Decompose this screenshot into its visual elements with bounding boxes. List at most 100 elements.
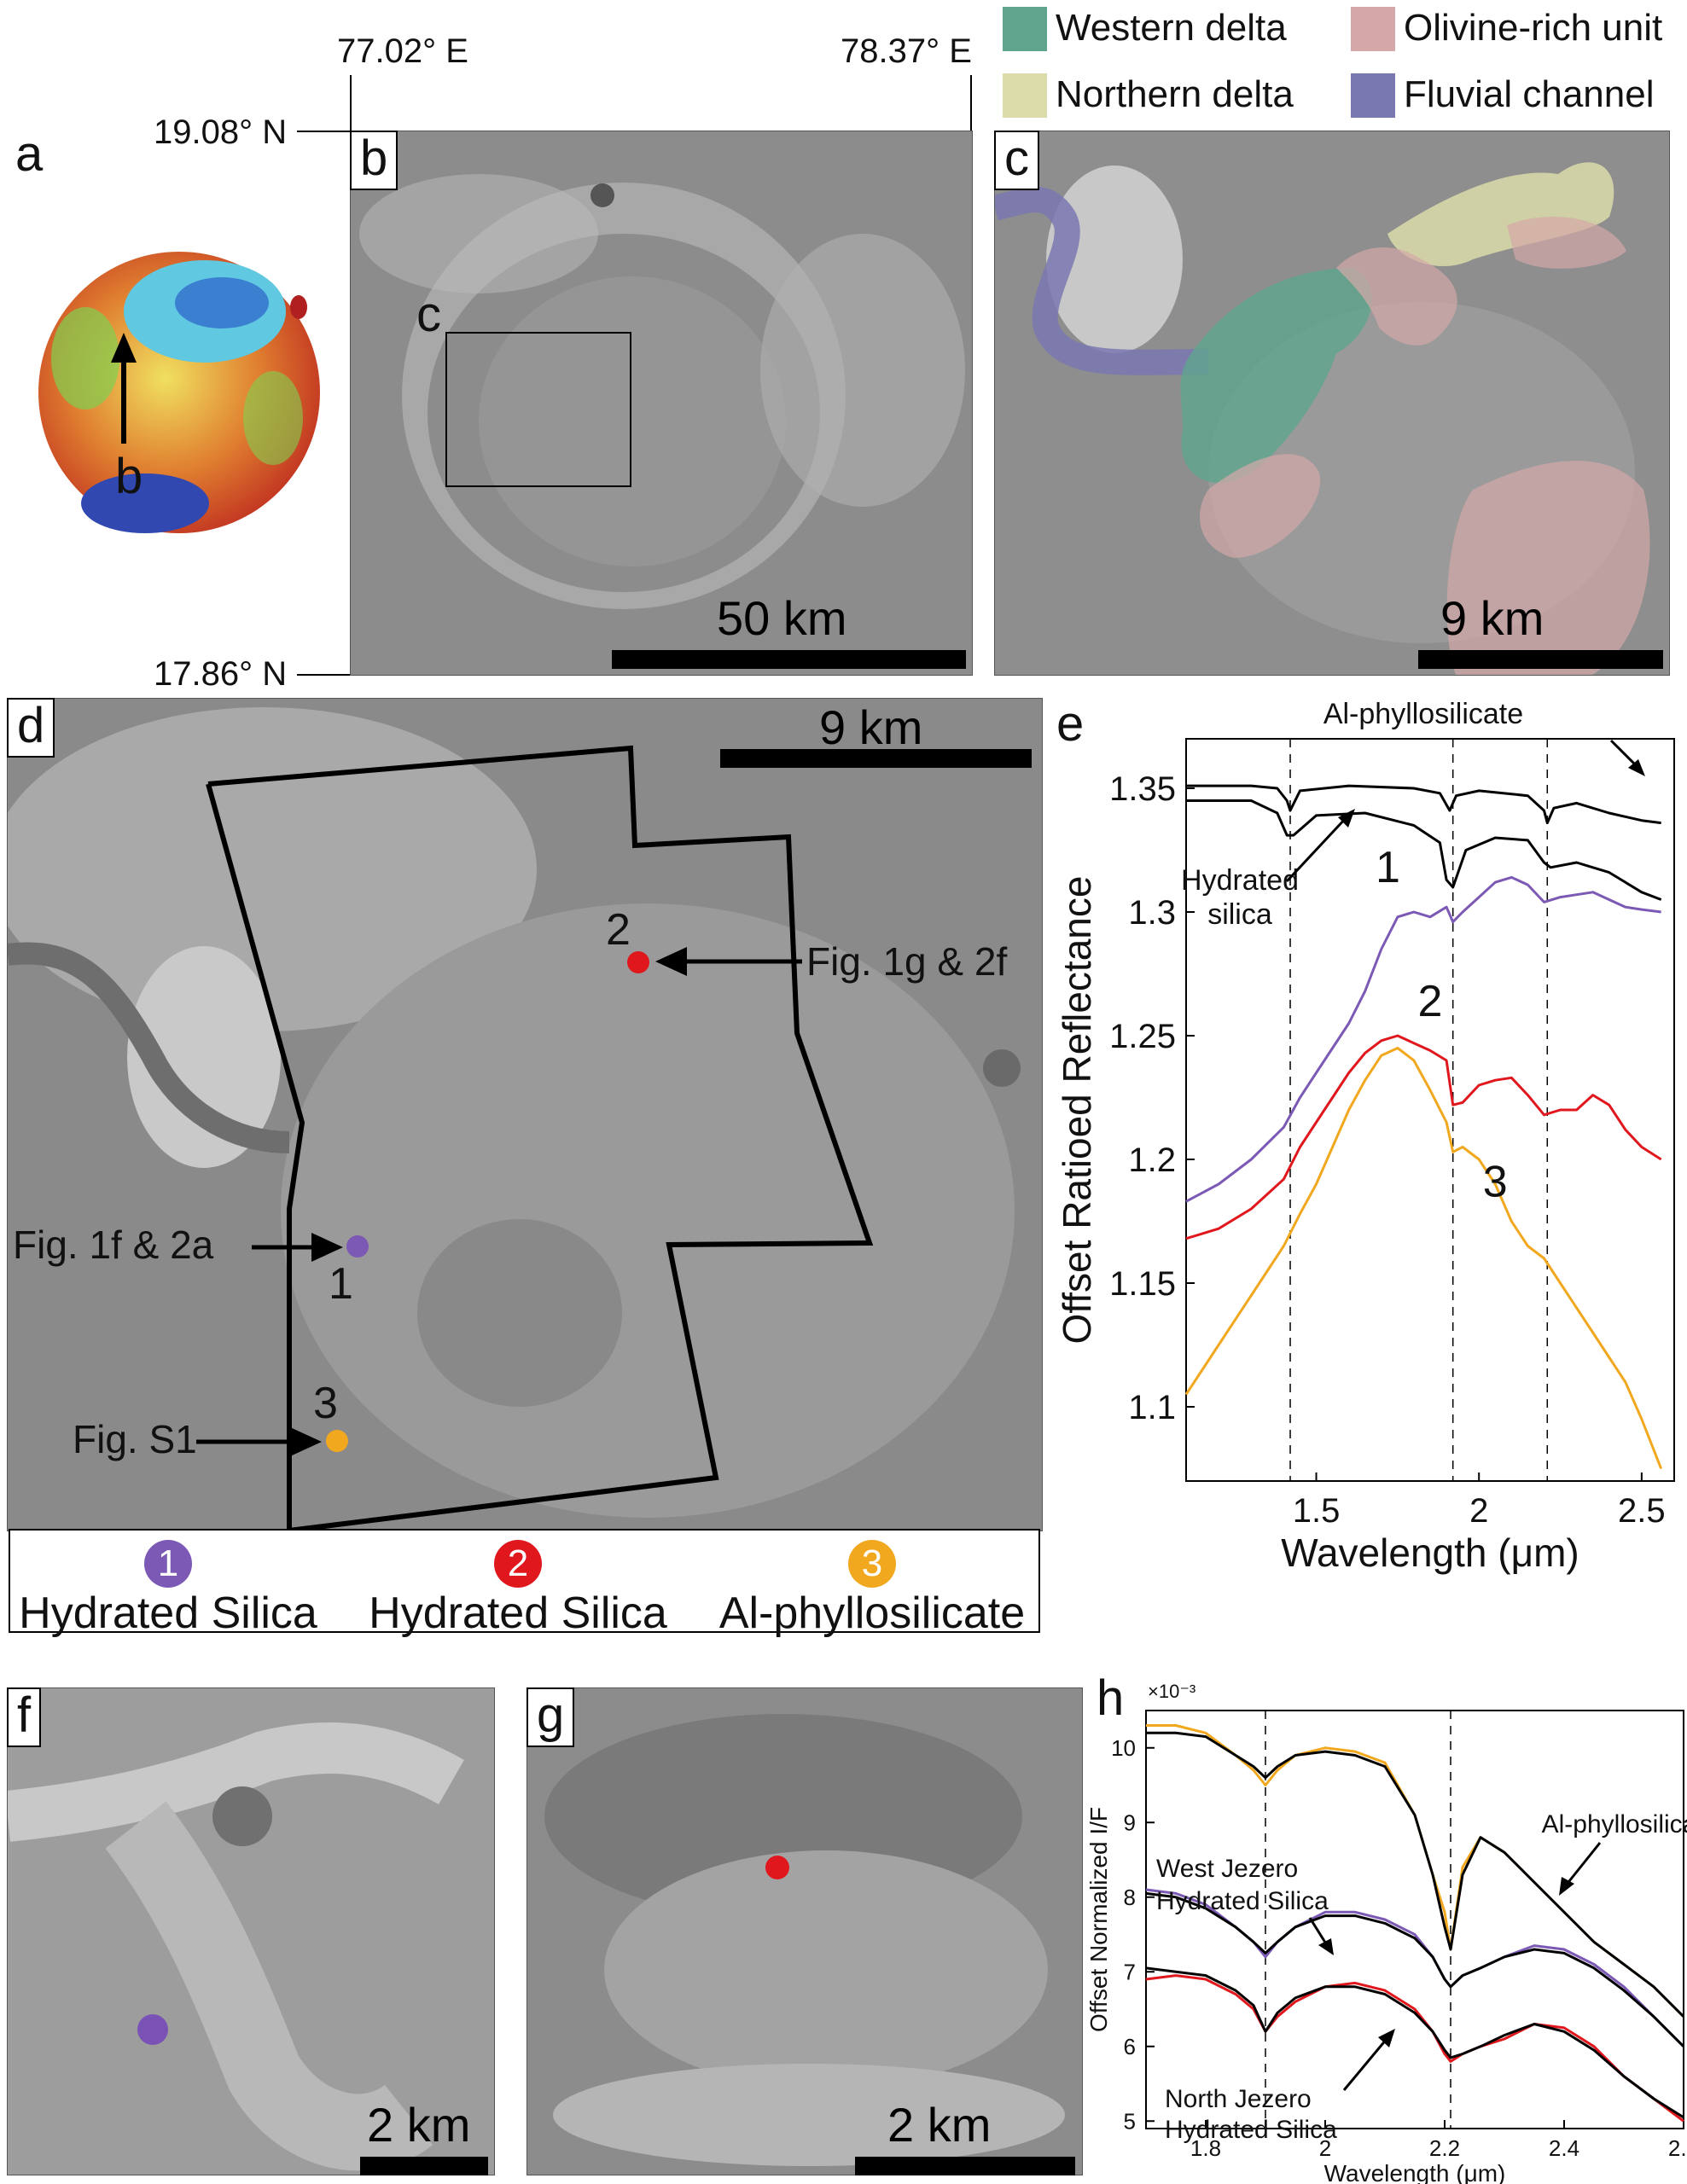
legend-site-2-badge: 2 — [494, 1540, 542, 1588]
legend-site-1-label: Hydrated Silica — [19, 1589, 317, 1638]
x-tick-label-2: 2.5 — [1618, 1492, 1666, 1530]
legend-swatch-fluvial — [1351, 73, 1395, 118]
series-line-5 — [1145, 1966, 1684, 2119]
scale-label-g: 2 km — [887, 2098, 992, 2152]
chart-h: 1.8 2 2.2 2.4 2.6 5 6 7 8 9 10 Wavelength (μm) Offse… — [1088, 1681, 1687, 2184]
series-line-4 — [1184, 1047, 1663, 1470]
series-line-4 — [1145, 1974, 1684, 2123]
legend-site-3-badge: 3 — [848, 1540, 896, 1588]
panel-label-g: g — [526, 1687, 575, 1747]
arrowhead-h-al — [1559, 1877, 1574, 1896]
site-2-marker — [627, 951, 649, 973]
x-tick-label-3: 2.4 — [1549, 2135, 1579, 2161]
series-label-3: 3 — [1483, 1158, 1508, 1207]
legend-western-delta: Western delta — [1056, 7, 1287, 49]
y-multiplier: ×10⁻³ — [1148, 1681, 1195, 1702]
arrow-al — [1609, 739, 1638, 768]
x-axis-label: Wavelength (μm) — [1324, 2160, 1506, 2184]
scale-label-b: 50 km — [717, 591, 847, 645]
x-tick-label-0: 1.5 — [1293, 1492, 1341, 1530]
longitude-right-label: 78.37° E — [841, 32, 972, 70]
x-axis-label: Wavelength (μm) — [1281, 1531, 1579, 1575]
scale-bar-f — [360, 2157, 488, 2175]
arrowhead-hydrated — [1338, 809, 1355, 828]
x-tick-label-1: 2 — [1319, 2135, 1331, 2161]
longitude-left-label: 77.02° E — [337, 32, 468, 70]
legend-olivine: Olivine-rich unit — [1404, 7, 1663, 49]
x-tick-label-2: 2.2 — [1429, 2135, 1460, 2161]
y-tick-label-0: 1.1 — [1128, 1389, 1176, 1426]
lat-top-tick — [297, 131, 350, 132]
plot-frame — [1185, 738, 1675, 1482]
annotation-fig1g: Fig. 1g & 2f — [806, 939, 1008, 984]
panel-d-image — [7, 698, 1043, 1531]
x-tick-label-1: 2 — [1469, 1492, 1488, 1530]
annotation-hydrated-1: Hydrated — [1181, 864, 1299, 897]
y-tick-label-4: 1.3 — [1128, 894, 1176, 932]
annotation-hydrated-2: silica — [1207, 898, 1272, 931]
arrow-h-west — [1308, 1917, 1329, 1946]
lon-right-tick — [970, 75, 972, 131]
legend-swatch-western-delta — [1003, 7, 1047, 51]
series-label-2: 2 — [1418, 977, 1443, 1026]
annotation-north-1: North Jezero — [1165, 2085, 1312, 2113]
annotation-fig1f: Fig. 1f & 2a — [13, 1223, 214, 1267]
x-tick-label-0: 1.8 — [1190, 2135, 1221, 2161]
annotation-west-1: West Jezero — [1156, 1855, 1298, 1883]
site-1-marker — [346, 1235, 369, 1258]
site-3-marker — [326, 1430, 348, 1452]
scale-label-f: 2 km — [367, 2098, 471, 2152]
site-legend: 1 Hydrated Silica 2 Hydrated Silica 3 Al… — [9, 1529, 1040, 1638]
scale-bar-c — [1418, 650, 1663, 669]
y-tick-label-4: 9 — [1124, 1809, 1136, 1835]
lon-left-tick — [350, 75, 352, 131]
site-2-number: 2 — [606, 905, 631, 955]
annotation-figs1: Fig. S1 — [73, 1417, 197, 1461]
legend-site-1-badge: 1 — [144, 1540, 192, 1588]
legend-site-3-label: Al-phyllosilicate — [718, 1589, 1026, 1638]
annotation-al-phyllosilicate: Al-phyllosilicate — [1323, 698, 1523, 730]
y-tick-label-2: 7 — [1124, 1959, 1136, 1984]
legend-site-2-label: Hydrated Silica — [369, 1589, 667, 1638]
x-tick-label-4: 2.6 — [1668, 2135, 1687, 2161]
arrowhead-h-north — [1378, 2029, 1395, 2048]
series-line-0 — [1186, 784, 1661, 825]
series-line-1 — [1186, 799, 1662, 901]
panel-label-b: b — [350, 131, 398, 190]
panel-label-a: a — [15, 126, 44, 182]
y-axis-label: Offset Normalized I/F — [1088, 1807, 1112, 2032]
series-line-3 — [1145, 1891, 1685, 2048]
site-1-number: 1 — [329, 1259, 353, 1309]
annotation-north-2: Hydrated Silica — [1165, 2116, 1337, 2144]
panel-g-image — [526, 1687, 1083, 2175]
panel-label-h: h — [1097, 1670, 1125, 1726]
site-3-number: 3 — [313, 1379, 338, 1428]
panel-label-f: f — [7, 1687, 42, 1747]
scale-bar-g — [855, 2157, 1075, 2175]
y-tick-label-1: 6 — [1124, 2034, 1136, 2059]
arrowhead-al — [1628, 759, 1645, 776]
series-line-3 — [1185, 1034, 1662, 1240]
panel-b-image — [350, 131, 973, 676]
panel-label-c: c — [994, 131, 1039, 190]
legend-fluvial: Fluvial channel — [1404, 73, 1655, 115]
inset-c-label: c — [416, 287, 441, 342]
y-tick-label-5: 10 — [1111, 1735, 1136, 1761]
y-tick-label-1: 1.15 — [1109, 1265, 1176, 1303]
chart-e: 1.5 2 2.5 1.1 1.15 1.2 1.25 1.3 1.35 Wavelength (… — [1055, 698, 1675, 1575]
y-tick-label-2: 1.2 — [1128, 1141, 1176, 1179]
annotation-al-phyllosilicate-h: Al-phyllosilicate — [1542, 1810, 1687, 1838]
legend-site-2: 2 Hydrated Silica — [352, 1536, 684, 1639]
arrow-hydrated — [1285, 816, 1348, 883]
scale-bar-b — [612, 650, 966, 669]
y-tick-label-5: 1.35 — [1109, 770, 1176, 808]
globe-arrow-label: b — [115, 449, 143, 504]
arrow-h-north — [1342, 2038, 1388, 2091]
series-label-1: 1 — [1376, 843, 1400, 892]
series-line-2 — [1185, 875, 1661, 1203]
arrowhead-h-west — [1318, 1938, 1334, 1955]
lat-bottom-tick — [297, 674, 350, 676]
latitude-bottom-label: 17.86° N — [154, 655, 288, 693]
plot-frame — [1145, 1710, 1684, 2129]
scale-bar-d — [720, 749, 1032, 768]
